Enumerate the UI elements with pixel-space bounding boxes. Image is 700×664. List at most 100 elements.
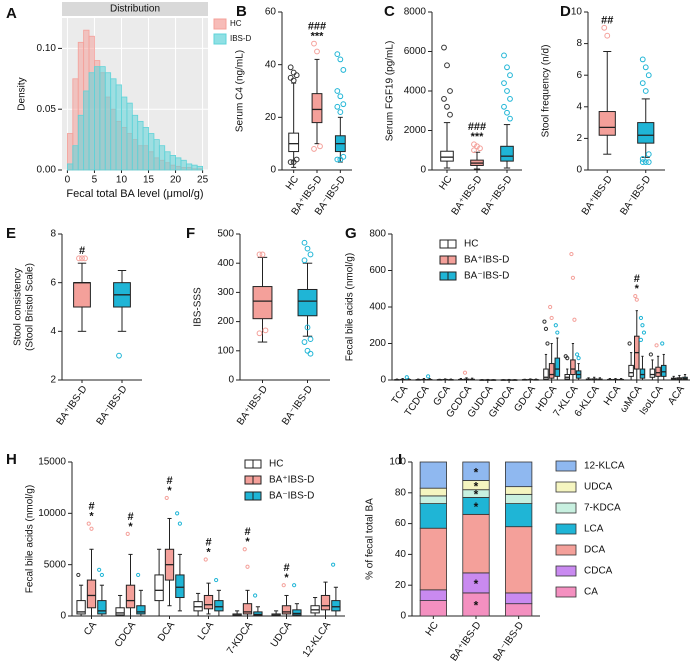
- panel-letter: B: [236, 3, 247, 20]
- x-tick-label: BA⁺IBS-D: [235, 384, 270, 427]
- histogram-bar: [158, 145, 166, 171]
- x-tick-label: BA⁻IBS-D: [480, 174, 515, 217]
- significance: #: [127, 511, 133, 523]
- outlier: [307, 350, 314, 357]
- x-tick-label: DCA: [156, 620, 177, 644]
- outlier: [507, 72, 513, 79]
- outlier: [203, 557, 208, 562]
- box: [86, 579, 97, 609]
- legend-label: BA⁻IBS-D: [269, 491, 314, 502]
- box: [649, 368, 656, 378]
- outlier: [301, 239, 308, 246]
- significance: #: [283, 562, 289, 574]
- panel-letter: I: [398, 451, 402, 468]
- histogram-bar: [142, 127, 149, 171]
- outlier: [444, 103, 450, 110]
- chart-title: Distribution: [110, 4, 160, 15]
- x-tick-label: UDCA: [269, 620, 294, 650]
- legend-label: HC: [464, 239, 478, 250]
- outlier: [314, 48, 320, 55]
- outlier: [82, 255, 88, 262]
- significance: *: [474, 465, 479, 479]
- outlier: [444, 62, 450, 69]
- bar-segment: [419, 589, 447, 602]
- y-tick-label: 0: [420, 165, 426, 176]
- outlier: [334, 103, 341, 110]
- histogram-bar: [196, 165, 203, 171]
- y-tick-label: 0.10: [37, 43, 57, 54]
- significance: #: [166, 475, 172, 487]
- box: [297, 288, 318, 317]
- legend-label: 12-KLCA: [584, 461, 625, 472]
- box: [548, 363, 555, 379]
- significance: #: [79, 245, 85, 257]
- y-axis-label: Fecal bile acids (nmol/g): [345, 253, 356, 361]
- panel-letter: H: [6, 451, 17, 468]
- x-tick-label: BA⁺IBS-D: [580, 174, 615, 217]
- x-tick-label: GDCA: [512, 384, 538, 414]
- box: [73, 282, 91, 308]
- outlier: [307, 336, 314, 343]
- box: [288, 132, 300, 153]
- box: [311, 93, 323, 124]
- outlier: [504, 88, 510, 94]
- significance: *: [206, 546, 211, 558]
- legend-swatch: [213, 33, 227, 45]
- outlier: [292, 583, 297, 588]
- legend-swatch: [555, 523, 577, 535]
- outlier: [572, 317, 577, 322]
- box: [175, 574, 185, 599]
- y-tick-label: 20: [265, 112, 277, 123]
- y-axis-label: Fecal bile acids (nmol/g): [25, 485, 36, 593]
- y-axis-label: Stool frequency (n/d): [541, 45, 552, 138]
- y-tick-label: 8000: [404, 7, 427, 18]
- box: [281, 605, 292, 615]
- y-tick-label: 60: [265, 7, 277, 18]
- outlier: [293, 156, 300, 163]
- y-tick-label: 100: [217, 345, 234, 356]
- significance: ***: [471, 131, 485, 143]
- outlier: [245, 564, 250, 569]
- box: [320, 594, 331, 611]
- legend-swatch: [555, 481, 577, 493]
- legend-label: BA⁺IBS-D: [464, 255, 509, 266]
- legend-label: HC: [269, 459, 283, 470]
- panel-letter: A: [6, 5, 17, 22]
- outlier: [307, 251, 314, 258]
- outlier: [290, 77, 297, 84]
- outlier: [501, 52, 507, 59]
- outlier: [604, 32, 611, 39]
- outlier: [569, 251, 574, 257]
- outlier: [549, 315, 554, 321]
- x-tick-label: BA⁻IBS-D: [95, 384, 130, 427]
- significance: *: [167, 485, 172, 497]
- outlier: [97, 567, 102, 572]
- histogram-bar: [88, 72, 95, 171]
- outlier: [256, 251, 263, 258]
- x-tick-label: ACA: [666, 384, 687, 407]
- y-tick-label: 10: [571, 7, 583, 18]
- y-tick-label: 200: [369, 338, 386, 349]
- panel-letter: G: [345, 225, 357, 242]
- significance: *: [474, 599, 479, 613]
- outlier: [565, 356, 570, 361]
- box: [331, 600, 341, 612]
- bar-segment: [505, 493, 533, 504]
- outlier: [76, 572, 81, 578]
- outlier: [337, 109, 344, 115]
- x-tick-label: LCA: [196, 620, 216, 643]
- x-tick-label: BA⁺IBS-D: [55, 384, 90, 427]
- box: [115, 607, 125, 616]
- y-tick-label: 10000: [38, 508, 66, 519]
- outlier: [447, 111, 453, 118]
- outlier: [175, 511, 180, 516]
- y-tick-label: 0: [228, 375, 234, 386]
- box: [97, 600, 107, 615]
- x-tick-label: 25: [197, 175, 209, 186]
- outlier: [311, 146, 317, 152]
- significance: #: [244, 526, 250, 538]
- outlier: [447, 88, 453, 94]
- outlier: [645, 151, 652, 158]
- y-tick-label: 4: [50, 326, 56, 337]
- outlier: [545, 341, 550, 346]
